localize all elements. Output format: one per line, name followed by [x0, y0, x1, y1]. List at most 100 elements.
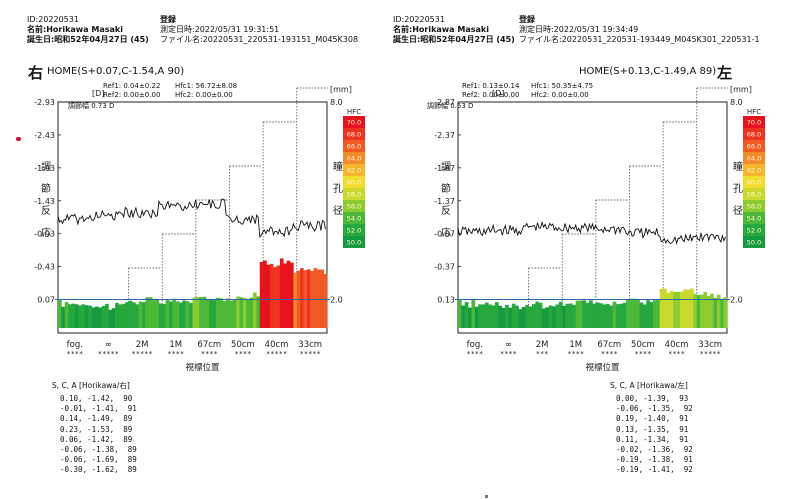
right-hfc-bar-5-2	[632, 298, 637, 328]
left-legend-swatch-7	[343, 200, 365, 212]
left-legend-swatch-3	[343, 152, 365, 164]
right-hfc-bar-5-1	[629, 298, 634, 328]
left-hfc-bar-3-5	[175, 301, 180, 328]
right-hfc-bar-1-9	[521, 306, 526, 328]
left-hfc-bar-1-0	[91, 307, 96, 328]
right-legend-value-1: 68.0	[747, 131, 761, 139]
right-sca-row-4: 0.11, -1.34, 91	[616, 434, 689, 444]
left-sca-header: S, C, A [Horikawa/右]	[52, 381, 130, 390]
left-chart: -2.93 -2.43 -1.93 -1.43 -0.93 -0.43 0.07 [D] [mm…	[0, 0, 400, 380]
right-legend-swatch-9	[743, 224, 765, 236]
left-y-unit: [D]	[92, 89, 104, 98]
left-ytick-4: -0.93	[34, 230, 55, 239]
left-xlabel: 視標位置	[185, 362, 220, 373]
left-sca-row-5: -0.06, -1.38, 89	[60, 445, 137, 455]
right-xmark-1: ****	[500, 350, 517, 358]
left-hfc-bar-7-4	[306, 269, 311, 328]
bottom-dash-mark	[485, 495, 488, 498]
left-hfc-bar-0-4	[71, 303, 76, 328]
right-legend-swatch-4	[743, 164, 765, 176]
right-hfc-bar-0-5	[474, 306, 479, 328]
left-legend-value-6: 58.0	[347, 191, 361, 199]
right-ylabel-char-3: 応	[441, 226, 451, 239]
right-ytick-3: -1.37	[434, 197, 455, 206]
right-hfc-bar-2-5	[542, 308, 546, 328]
right-hfc-bar-7-3	[703, 292, 708, 328]
right-y2-unit: [mm]	[730, 85, 752, 94]
left-id: ID:20220531	[27, 15, 79, 24]
right-legend-swatch-2	[743, 140, 765, 152]
right-hfc-bar-0-1	[461, 305, 466, 328]
left-legend-swatch-2	[343, 140, 365, 152]
left-hfc-bar-6-0	[259, 261, 264, 328]
left-xmark-1: *****	[98, 350, 119, 358]
left-hfc-bar-2-5	[142, 302, 146, 328]
left-hfc-bar-4-0	[192, 297, 197, 328]
right-hfc-bar-7-6	[713, 297, 718, 328]
right-legend-swatch-5	[743, 176, 765, 188]
left-hfc-bar-6-9	[290, 262, 294, 328]
right-hfc-bar-0-0	[458, 299, 462, 328]
right-xtick-2: 2M	[536, 340, 549, 350]
left-hfc-bar-2-1	[128, 300, 133, 328]
right-hfc-bar-2-3	[535, 301, 539, 328]
left-legend-swatch-5	[343, 176, 365, 188]
left-xtick-4: 67cm	[197, 340, 221, 350]
left-hfc-bar-0-8	[84, 305, 89, 328]
left-hfc-bar-5-1	[229, 300, 234, 328]
right-ytick-5: -0.37	[434, 263, 455, 272]
left-hfc-bar-5-8	[253, 292, 257, 328]
right-hfc-bar-3-2	[565, 303, 570, 328]
right-hfc-bar-4-3	[602, 304, 607, 328]
right-legend-swatch-3	[743, 152, 765, 164]
right-ytick-6: 0.13	[437, 296, 455, 305]
left-xmark-6: *****	[266, 350, 287, 358]
right-hfc-bar-2-1	[528, 306, 533, 328]
right-legend-swatch-6	[743, 188, 765, 200]
right-hfc-bar-7-0	[693, 293, 698, 328]
left-sca-row-1: -0.01, -1.41, 91	[60, 404, 137, 414]
right-hfc-bar-2-8	[552, 306, 556, 328]
left-hfc-bar-7-8	[320, 269, 324, 328]
left-legend-value-4: 62.0	[347, 167, 361, 175]
right-hfc-bar-6-0	[659, 288, 664, 328]
left-hfc-bar-1-2	[98, 307, 103, 328]
right-hfc-bar-2-4	[538, 302, 543, 328]
right-hfc2: Hfc2: 0.00±0.00	[531, 91, 589, 99]
right-hfc-bar-6-4	[673, 292, 677, 328]
left-legend-value-5: 60.0	[347, 179, 361, 187]
left-hfc-bar-3-6	[179, 302, 183, 328]
right-hfc-bar-6-8	[686, 289, 691, 328]
left-ylabel-char-0: 調	[41, 160, 51, 173]
left-sca-row-7: -0.30, -1.62, 89	[60, 465, 137, 475]
right-y2-tick-0: 8.0	[730, 98, 743, 107]
left-xtick-6: 40cm	[265, 340, 289, 350]
right-hfc-bar-4-1	[595, 302, 600, 328]
right-hfc-bar-0-8	[484, 302, 489, 328]
right-hfc-bar-6-6	[679, 291, 684, 328]
right-hfc-bar-3-3	[568, 303, 573, 328]
left-y2-tick-1: 2.0	[330, 296, 343, 305]
right-legend-value-4: 62.0	[747, 167, 761, 175]
right-ylabel-char-2: 反	[441, 205, 451, 217]
left-hfc-bar-0-6	[78, 305, 82, 328]
right-xtick-4: 67cm	[597, 340, 621, 350]
right-legend-swatch-7	[743, 200, 765, 212]
left-xtick-0: fog.	[67, 340, 83, 350]
right-ref2: Ref2: 0.00±0.00	[462, 91, 520, 99]
left-ytick-2: -1.93	[34, 164, 55, 173]
right-hfc-bar-0-6	[478, 304, 482, 328]
right-xmark-5: ****	[635, 350, 652, 358]
left-ref2: Ref2: 0.00±0.00	[103, 91, 161, 99]
left-y2label-char-1: 孔	[333, 183, 343, 195]
right-y-unit: [D]	[492, 89, 504, 98]
left-file: ファイル名:20220531_220531-193151_M045K308	[160, 35, 359, 44]
right-hfc-bar-3-5	[575, 300, 580, 328]
right-hfc-bar-5-7	[649, 301, 654, 328]
right-hfc-bar-4-0	[592, 303, 597, 328]
left-sca-list: 0.10, -1.42, 90 -0.01, -1.41, 91 0.14, -1.…	[60, 394, 137, 476]
left-hfc-bar-6-6	[279, 258, 284, 328]
left-hfc-bar-6-2	[266, 264, 271, 328]
right-hfc-bar-5-8	[653, 300, 657, 328]
right-hfc-bar-5-0	[626, 299, 630, 328]
